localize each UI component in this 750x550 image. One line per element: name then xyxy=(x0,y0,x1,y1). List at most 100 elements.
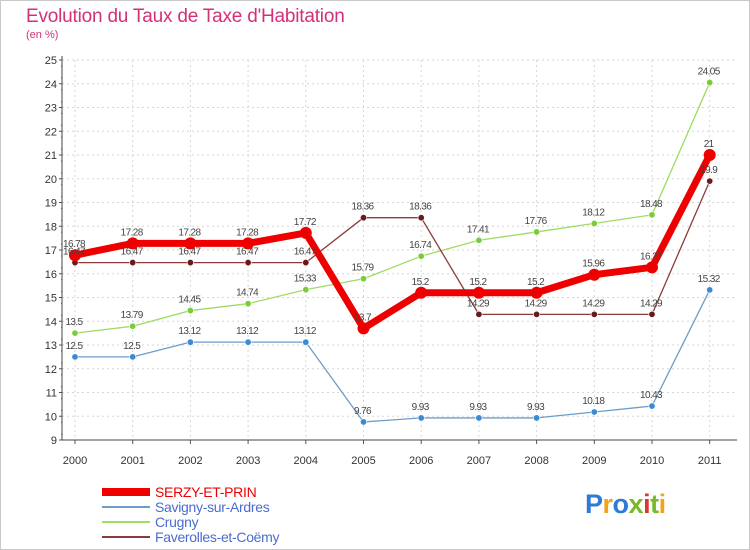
x-tick-label: 2006 xyxy=(409,455,433,467)
series-point-2 xyxy=(359,275,367,283)
series-line-3 xyxy=(74,180,711,316)
series-point-3 xyxy=(359,214,367,222)
data-label-1: 12.5 xyxy=(123,341,141,352)
x-tick-label: 2007 xyxy=(467,455,491,467)
data-label-2: 17.76 xyxy=(525,216,548,227)
series-point-2 xyxy=(475,236,483,244)
x-tick-label: 2002 xyxy=(178,455,202,467)
series-point-3 xyxy=(648,310,656,318)
data-label-3: 18.36 xyxy=(351,202,374,213)
y-tick-label: 18 xyxy=(45,221,57,233)
data-label-1: 13.12 xyxy=(236,326,259,337)
series-point-0 xyxy=(126,237,139,250)
data-labels: 12.5 12.5 13.12 13.12 13.12 9.76 9.93 9.93 9.93 1… xyxy=(63,67,721,417)
series-point-3 xyxy=(417,214,425,222)
series-point-0 xyxy=(472,286,485,299)
series-point-3 xyxy=(302,259,310,267)
data-label-2: 13.79 xyxy=(121,310,144,321)
series-point-0 xyxy=(530,286,543,299)
x-tick-label: 2011 xyxy=(698,455,722,467)
chart-title: Evolution du Taux de Taxe d'Habitation xyxy=(26,6,345,27)
data-label-3: 14.29 xyxy=(582,298,605,309)
grid-lines xyxy=(62,59,737,441)
y-tick-label: 23 xyxy=(45,103,57,115)
series-point-2 xyxy=(706,79,714,87)
data-label-1: 13.12 xyxy=(178,326,201,337)
data-label-2: 14.74 xyxy=(236,288,259,299)
data-label-0: 15.2 xyxy=(469,277,487,288)
series-point-0 xyxy=(299,226,312,239)
y-tick-label: 25 xyxy=(45,55,57,67)
y-tick-label: 15 xyxy=(45,293,57,305)
series-point-1 xyxy=(417,414,425,422)
data-label-1: 10.18 xyxy=(582,396,605,407)
series-point-0 xyxy=(357,322,370,335)
legend-label-1: Savigny-sur-Ardres xyxy=(155,499,270,515)
data-label-1: 15.32 xyxy=(698,274,721,285)
data-label-1: 9.76 xyxy=(354,406,372,417)
series-point-1 xyxy=(359,418,367,426)
series-point-3 xyxy=(706,177,714,185)
x-tick-label: 2001 xyxy=(120,455,144,467)
data-label-0: 16.78 xyxy=(63,239,86,250)
x-tick-label: 2003 xyxy=(236,455,260,467)
x-tick-label: 2000 xyxy=(63,455,87,467)
legend-label-2: Crugny xyxy=(155,514,199,530)
series-point-3 xyxy=(475,310,483,318)
data-label-0: 13.7 xyxy=(354,312,372,323)
x-tick-label: 2009 xyxy=(582,455,606,467)
series-point-2 xyxy=(648,211,656,219)
logo-letter: i xyxy=(658,489,667,519)
series-point-0 xyxy=(646,261,658,274)
series-line-0 xyxy=(71,151,714,332)
series-point-2 xyxy=(533,228,541,236)
data-label-0: 17.28 xyxy=(236,227,259,238)
series-point-1 xyxy=(475,414,483,422)
series-point-1 xyxy=(533,414,541,422)
y-tick-label: 17 xyxy=(45,245,57,257)
series-point-2 xyxy=(71,329,79,337)
data-label-2: 18.12 xyxy=(582,207,605,218)
series-point-2 xyxy=(186,307,194,315)
axes: 9 10 11 12 13 14 15 16 17 18 19 20 21 22 23 24 25 2000 200… xyxy=(45,55,737,467)
data-label-3: 16.47 xyxy=(121,247,144,258)
series-point-1 xyxy=(129,353,137,361)
data-label-2: 16.74 xyxy=(409,240,432,251)
data-label-0: 15.2 xyxy=(412,277,430,288)
logo-letter: P xyxy=(585,489,603,519)
data-label-1: 10.43 xyxy=(640,390,663,401)
series-point-2 xyxy=(302,286,310,294)
logo-letter: i xyxy=(643,489,651,519)
x-tick-label: 2004 xyxy=(294,455,318,467)
series-point-0 xyxy=(69,249,81,262)
data-label-2: 15.79 xyxy=(351,263,374,274)
series-point-3 xyxy=(590,310,598,318)
legend-label-3: Faverolles-et-Coëmy xyxy=(155,529,280,545)
data-label-3: 14.29 xyxy=(640,298,663,309)
data-label-3: 19.9 xyxy=(700,165,718,176)
y-tick-label: 13 xyxy=(45,340,57,352)
logo-letter: t xyxy=(650,489,659,519)
y-tick-label: 19 xyxy=(45,198,57,210)
y-tick-label: 16 xyxy=(45,269,57,281)
data-label-3: 14.29 xyxy=(467,298,490,309)
data-label-0: 21 xyxy=(704,139,715,150)
data-label-0: 16.27 xyxy=(640,251,663,262)
data-label-0: 15.96 xyxy=(582,259,605,270)
data-label-2: 24.05 xyxy=(698,67,721,78)
chart-unit: (en %) xyxy=(26,29,59,41)
series-point-3 xyxy=(186,259,194,267)
series-point-2 xyxy=(244,300,252,308)
data-label-0: 15.2 xyxy=(527,277,545,288)
series-point-1 xyxy=(302,338,310,346)
series-point-1 xyxy=(706,286,714,294)
series-point-1 xyxy=(244,338,252,346)
data-label-2: 15.33 xyxy=(294,274,317,285)
data-label-2: 17.41 xyxy=(467,224,490,235)
data-label-1: 9.93 xyxy=(527,402,545,413)
series-lines xyxy=(69,79,716,426)
series-point-1 xyxy=(186,338,194,346)
series-point-3 xyxy=(244,259,252,267)
data-label-0: 17.28 xyxy=(121,227,144,238)
